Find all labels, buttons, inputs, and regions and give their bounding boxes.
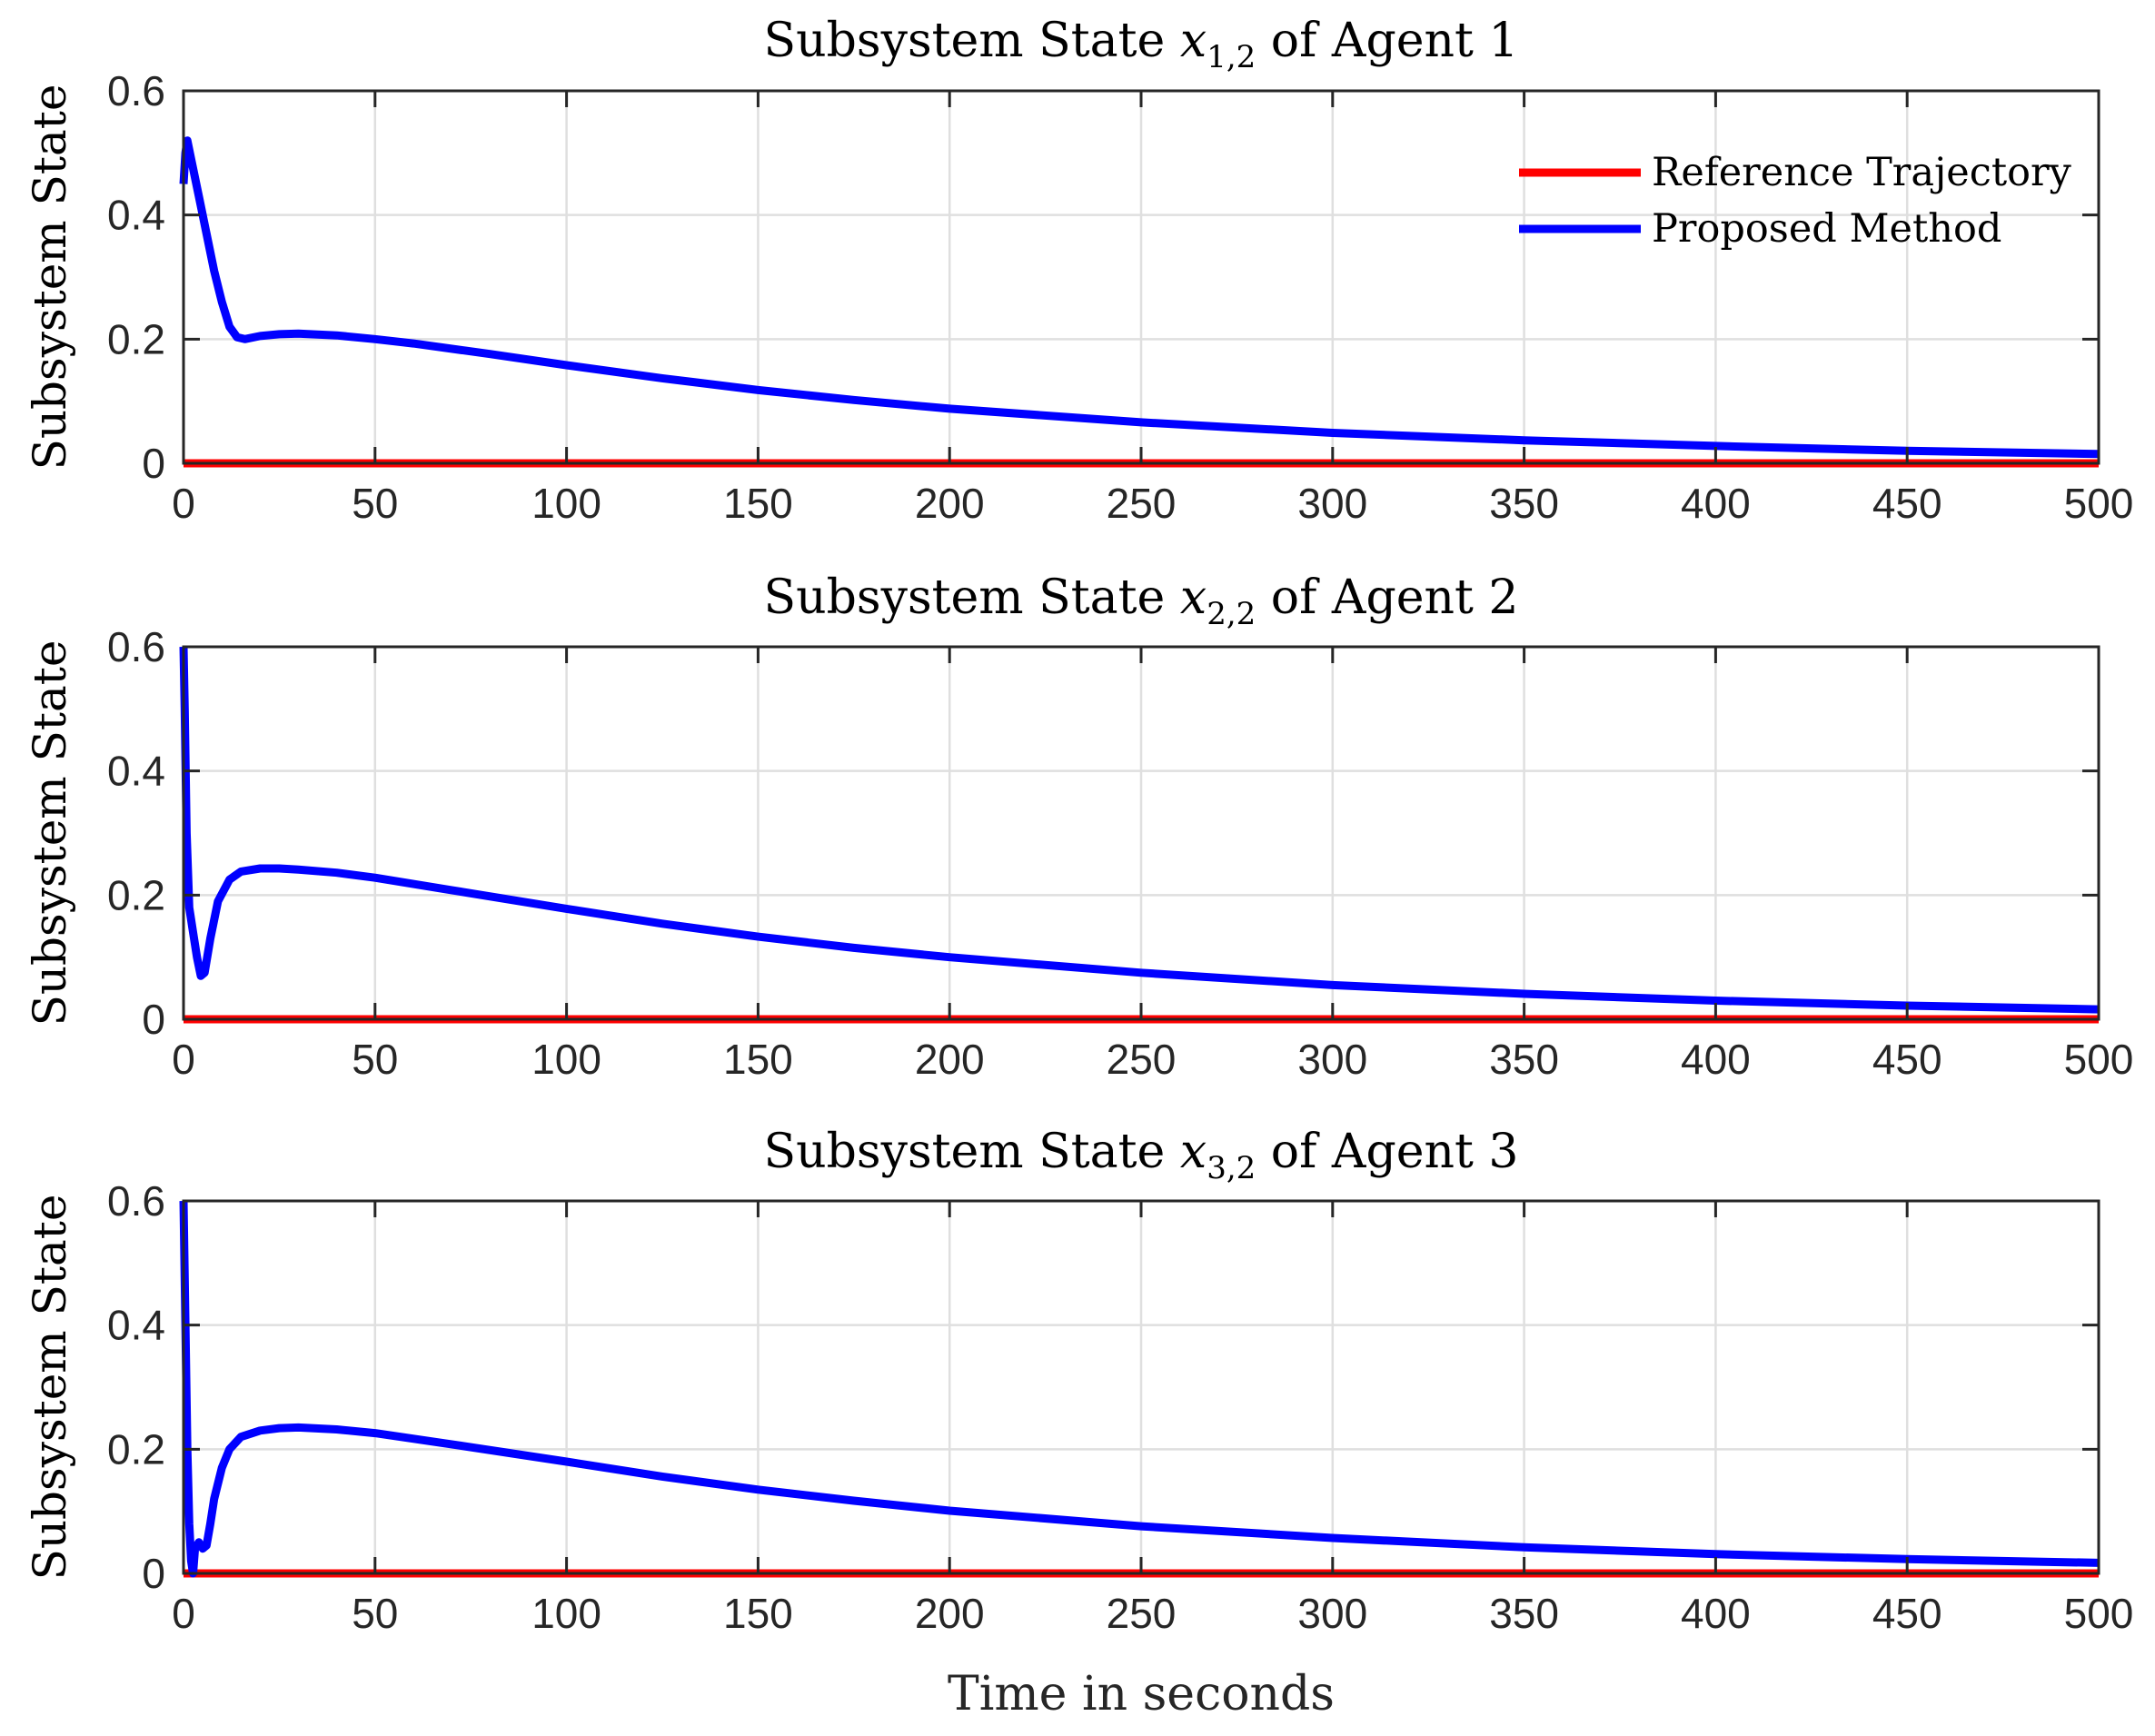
x-tick-label: 450: [1872, 1036, 1942, 1083]
x-tick-label: 250: [1107, 480, 1177, 527]
chart-title: Subsystem State x2,2 of Agent 2: [763, 570, 1518, 632]
x-tick-label: 200: [915, 1036, 985, 1083]
y-axis-label: Subsystem State: [24, 1195, 76, 1581]
y-tick-label: 0.6: [107, 67, 165, 114]
x-tick-label: 50: [352, 1590, 398, 1637]
x-tick-label: 350: [1489, 480, 1559, 527]
x-tick-label: 100: [531, 1036, 601, 1083]
x-axis-label: Time in seconds: [948, 1667, 1335, 1721]
x-tick-label: 150: [723, 1036, 793, 1083]
x-tick-label: 150: [723, 480, 793, 527]
y-tick-label: 0.6: [107, 623, 165, 670]
x-tick-label: 200: [915, 480, 985, 527]
y-tick-label: 0.2: [107, 315, 165, 362]
x-tick-label: 300: [1297, 480, 1367, 527]
x-tick-label: 300: [1297, 1590, 1367, 1637]
y-tick-label: 0: [142, 1550, 165, 1597]
x-tick-label: 500: [2064, 1590, 2134, 1637]
x-tick-label: 50: [352, 480, 398, 527]
x-tick-label: 450: [1872, 1590, 1942, 1637]
y-axis-label: Subsystem State: [24, 640, 76, 1027]
x-tick-label: 0: [172, 480, 195, 527]
x-tick-label: 400: [1681, 480, 1751, 527]
x-tick-label: 100: [531, 480, 601, 527]
x-tick-label: 100: [531, 1590, 601, 1637]
proposed-method-line: [179, 646, 2100, 1014]
y-axis-label: Subsystem State: [24, 84, 76, 471]
x-tick-label: 250: [1107, 1036, 1177, 1083]
x-tick-label: 400: [1681, 1590, 1751, 1637]
x-tick-label: 350: [1489, 1590, 1559, 1637]
chart-panels: 0 50 100 150 200 250 300 350 400 450 50000.20.40.6…: [24, 14, 2133, 1637]
chart-panel-1: 0 50 100 150 200 250 300 350 400 450 500 0 0.2 0.4 0.6…: [24, 14, 2133, 527]
x-tick-label: 0: [172, 1036, 195, 1083]
y-tick-label: 0.2: [107, 1425, 165, 1473]
x-tick-label: 300: [1297, 1036, 1367, 1083]
legend-entry: Reference Trajectory: [1652, 150, 2072, 195]
proposed-method-line: [179, 136, 2100, 459]
x-tick-label: 150: [723, 1590, 793, 1637]
x-tick-label: 450: [1872, 480, 1942, 527]
proposed-method-line: [179, 1200, 2100, 1578]
y-tick-label: 0.4: [107, 1302, 165, 1349]
x-tick-label: 350: [1489, 1036, 1559, 1083]
y-tick-label: 0.2: [107, 871, 165, 918]
y-tick-label: 0.4: [107, 748, 165, 795]
legend: Reference Trajectory Proposed Method: [1519, 150, 2072, 252]
x-tick-label: 400: [1681, 1036, 1751, 1083]
x-tick-label: 0: [172, 1590, 195, 1637]
x-tick-label: 250: [1107, 1590, 1177, 1637]
y-tick-label: 0: [142, 996, 165, 1043]
x-tick-label: 200: [915, 1590, 985, 1637]
x-tick-label: 500: [2064, 1036, 2134, 1083]
legend-entry: Proposed Method: [1652, 206, 2001, 252]
y-tick-label: 0.4: [107, 192, 165, 239]
x-tick-label: 500: [2064, 480, 2134, 527]
y-tick-label: 0: [142, 440, 165, 487]
chart-panel-3: 0 50 100 150 200 250 300 350 400 450 500 0 0.2 0.4 0.6…: [24, 1125, 2133, 1637]
chart-title: Subsystem State x1,2 of Agent 1: [763, 14, 1518, 75]
y-tick-label: 0.6: [107, 1177, 165, 1225]
chart-title: Subsystem State x3,2 of Agent 3: [763, 1125, 1518, 1186]
x-tick-label: 50: [352, 1036, 398, 1083]
chart-panel-2: 0 50 100 150 200 250 300 350 400 450 500 0 0.2 0.4 0.6…: [24, 570, 2133, 1083]
